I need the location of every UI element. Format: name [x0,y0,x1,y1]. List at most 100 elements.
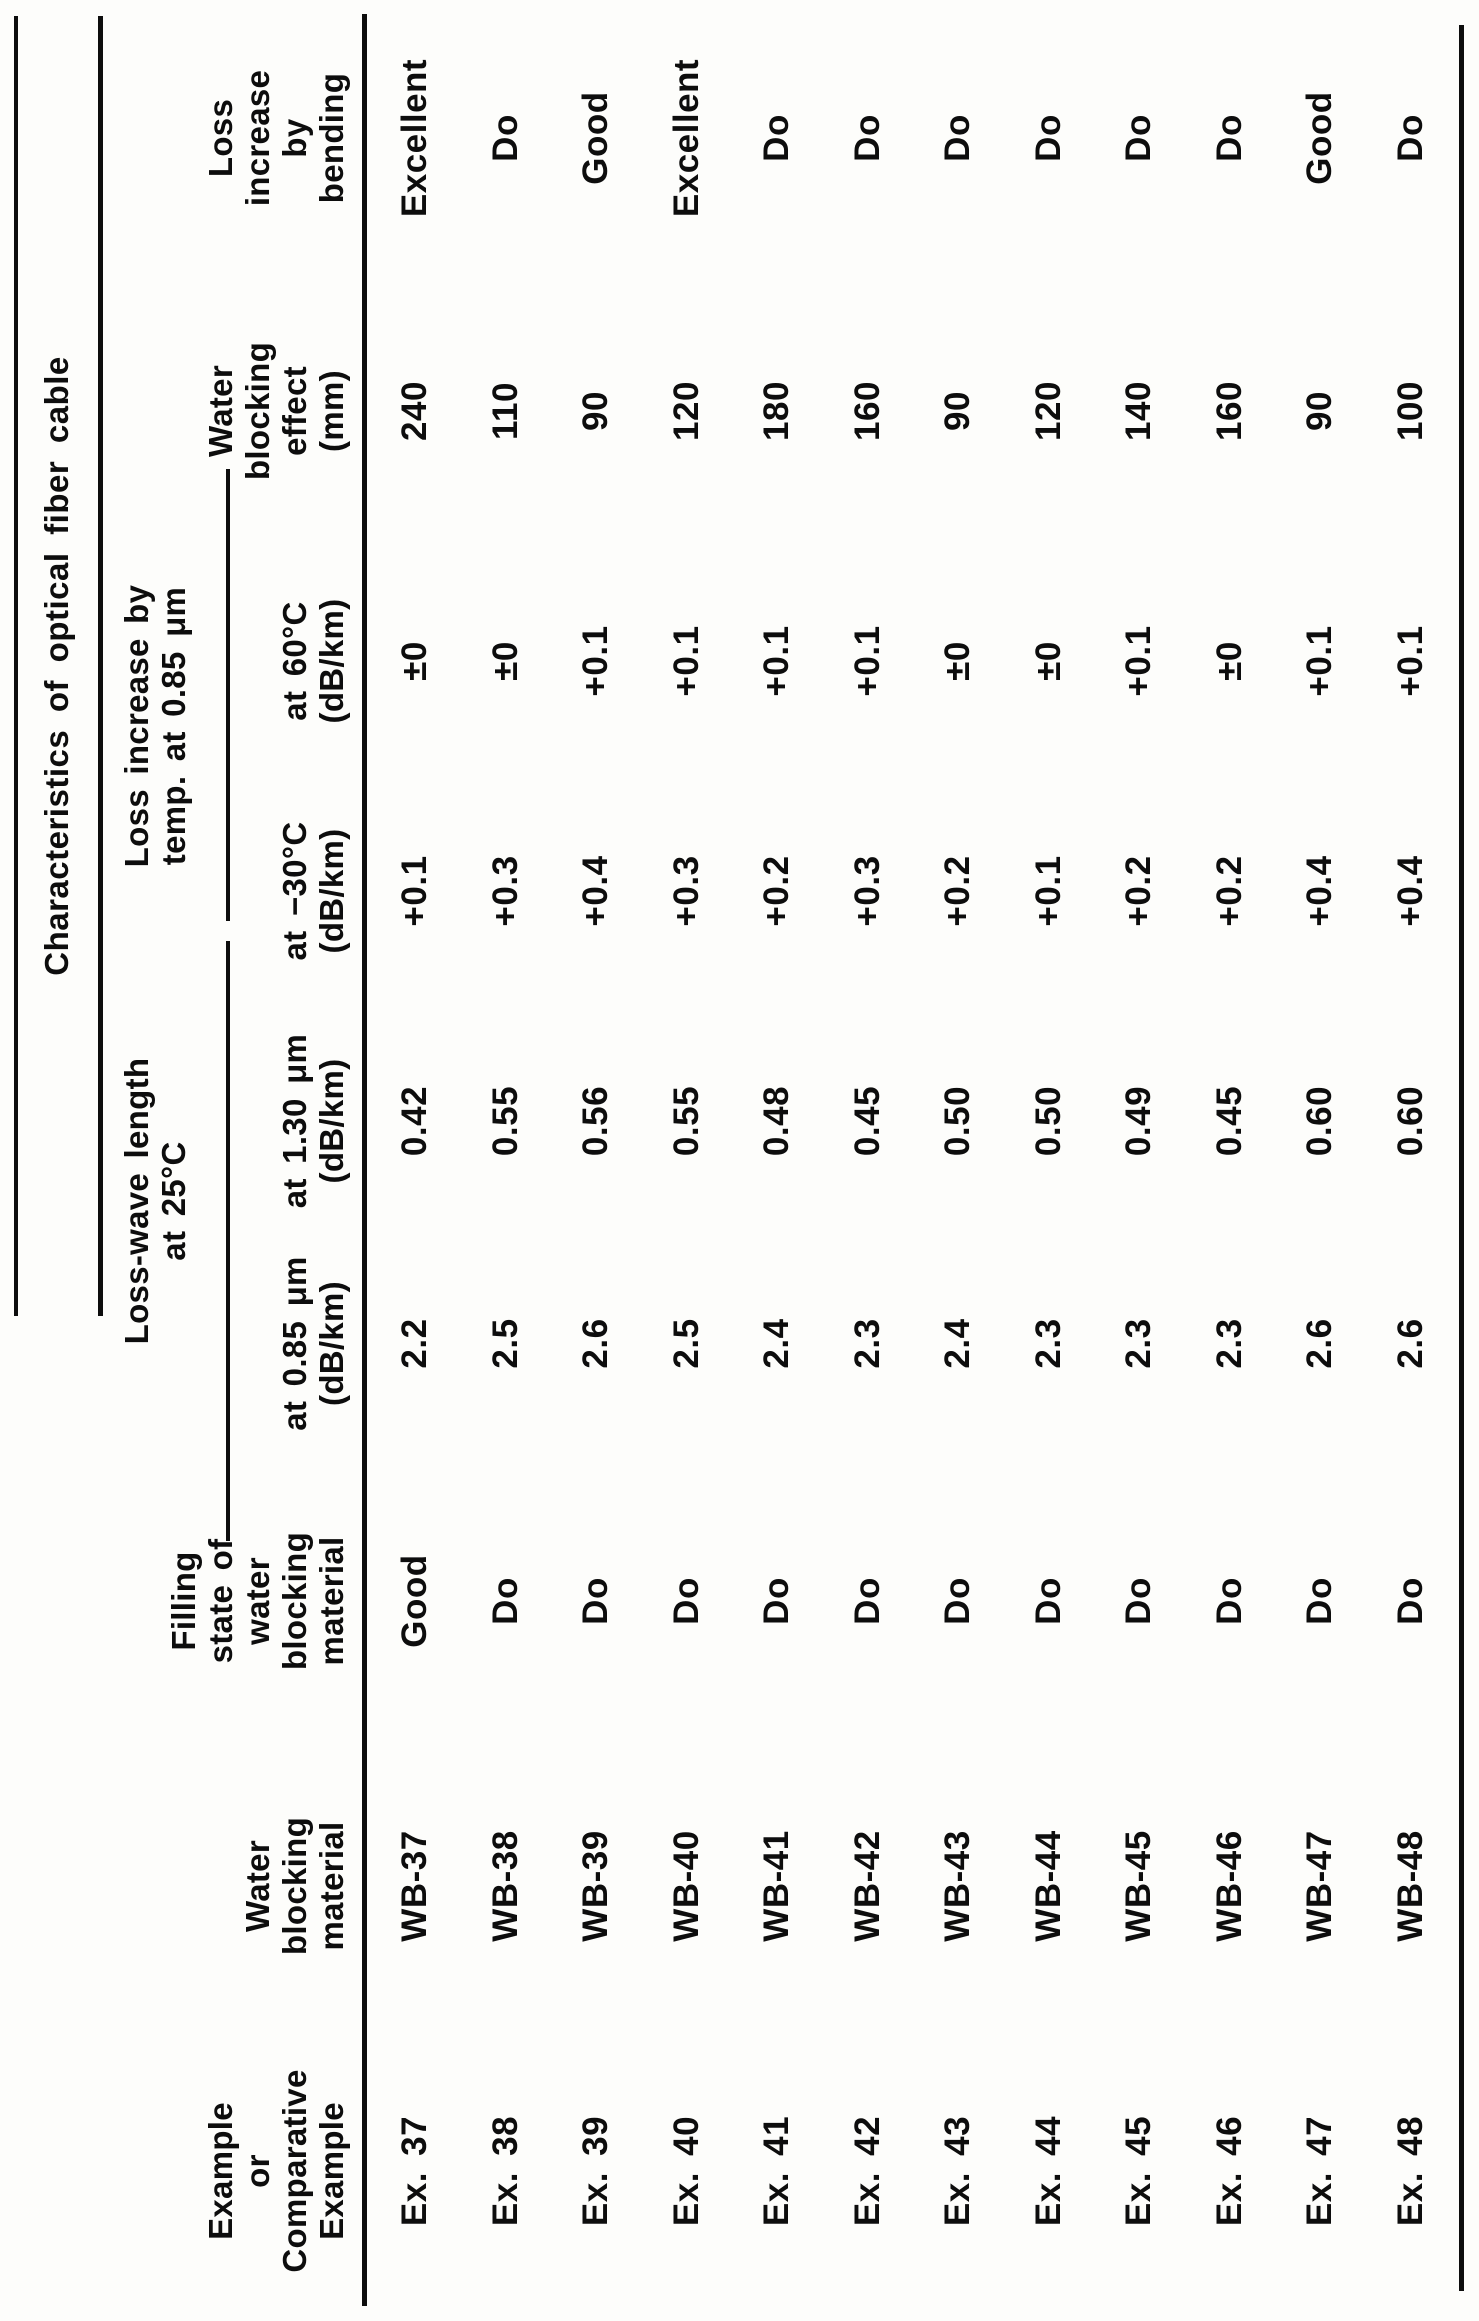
cell-temp-60: +0.1 [757,625,797,697]
cell-loss-085: 2.2 [395,1318,435,1369]
header-line: effect [276,366,313,456]
cell-loss-130: 0.50 [1028,1085,1068,1157]
cell-loss-085: 2.6 [576,1318,616,1369]
cell-wb-effect: 110 [485,382,525,440]
cell-loss-085: 2.5 [666,1318,706,1369]
cell-temp-60: ±0 [1209,641,1249,681]
header-line: by [276,118,313,158]
cell-loss-130: 0.42 [395,1085,435,1157]
cell-temp-60: +0.1 [1300,625,1340,697]
header-line: (dB/km) [313,1058,350,1184]
header-line: Comparative [276,2069,313,2273]
header-line: Filling [165,1551,202,1651]
header-line: or [239,2154,276,2188]
cell-filling: Do [938,1577,978,1625]
header-line: at 60°C [276,601,313,721]
header-line: bending [313,72,350,204]
cell-temp-60: ±0 [485,641,525,681]
header-line: water [239,1557,276,1645]
cell-loss-130: 0.45 [1209,1085,1249,1157]
cell-temp-60: +0.1 [666,625,706,697]
cell-wb-material: WB-39 [576,1830,616,1942]
cell-bending: Good [576,91,616,185]
table-row: Ex. 39 WB-39 Do 2.6 0.56 +0.4 +0.1 90 Go… [551,0,642,2321]
cell-loss-085: 2.3 [1119,1318,1159,1369]
cell-wb-material: WB-43 [938,1830,978,1942]
header-line: (dB/km) [313,828,350,954]
cell-loss-085: 2.3 [1209,1318,1249,1369]
cell-temp-m30: +0.3 [847,855,887,927]
header-line: blocking [276,1816,313,1956]
cell-wb-effect: 120 [1028,381,1068,441]
cell-example: Ex. 40 [666,2115,706,2227]
header-line: blocking [239,341,276,481]
cell-wb-effect: 240 [395,381,435,441]
cell-example: Ex. 47 [1300,2115,1340,2227]
header-line: Water [202,365,239,457]
cell-temp-m30: +0.4 [1300,855,1340,927]
cell-filling: Do [847,1577,887,1625]
cell-wb-effect: 160 [1209,381,1249,441]
header-line: blocking [276,1531,313,1671]
cell-loss-085: 2.4 [757,1318,797,1369]
cell-wb-effect: 90 [938,391,978,431]
table-row: Ex. 48 WB-48 Do 2.6 0.60 +0.4 +0.1 100 D… [1366,0,1457,2321]
cell-filling: Do [666,1577,706,1625]
header-line: material [313,1821,350,1951]
table-row: Ex. 44 WB-44 Do 2.3 0.50 +0.1 ±0 120 Do [1004,0,1095,2321]
cell-example: Ex. 45 [1119,2115,1159,2227]
cell-temp-60: +0.1 [847,625,887,697]
cell-bending: Do [847,114,887,162]
cell-loss-130: 0.50 [938,1085,978,1157]
cell-wb-effect: 90 [576,391,616,431]
cell-wb-material: WB-41 [757,1830,797,1942]
table-row: Ex. 46 WB-46 Do 2.3 0.45 +0.2 ±0 160 Do [1185,0,1276,2321]
cell-filling: Do [1390,1577,1430,1625]
cell-filling: Do [757,1577,797,1625]
header-line: at 0.85 μm [276,1256,313,1431]
cell-temp-60: ±0 [1028,641,1068,681]
cell-example: Ex. 38 [485,2115,525,2227]
cell-example: Ex. 44 [1028,2115,1068,2227]
cell-bending: Do [485,114,525,162]
cell-filling: Do [1300,1577,1340,1625]
cell-temp-m30: +0.3 [485,855,525,927]
cell-wb-material: WB-48 [1390,1830,1430,1942]
table-row: Ex. 47 WB-47 Do 2.6 0.60 +0.4 +0.1 90 Go… [1275,0,1366,2321]
header-line: at 1.30 μm [276,1033,313,1209]
cell-wb-effect: 140 [1119,381,1159,441]
table-row: Ex. 43 WB-43 Do 2.4 0.50 +0.2 ±0 90 Do [913,0,1004,2321]
cell-bending: Do [1390,114,1430,162]
cell-filling: Good [395,1554,435,1648]
header-line: increase [239,69,276,207]
cell-example: Ex. 41 [757,2115,797,2227]
header-line: state of [202,1538,239,1664]
table-row: Ex. 38 WB-38 Do 2.5 0.55 +0.3 ±0 110 Do [461,0,552,2321]
cell-loss-130: 0.60 [1390,1085,1430,1157]
cell-wb-effect: 100 [1390,381,1430,441]
cell-bending: Do [757,114,797,162]
cell-wb-material: WB-42 [847,1830,887,1942]
cell-temp-60: ±0 [395,641,435,681]
header-line: Example [313,2102,350,2240]
cell-wb-effect: 90 [1300,391,1340,431]
cell-bending: Good [1300,91,1340,185]
cell-filling: Do [576,1577,616,1625]
column-header-loss-increase-bending: Loss increase by bending [202,0,360,276]
cell-example: Ex. 42 [847,2115,887,2227]
cell-bending: Excellent [666,58,706,218]
table-body: Ex. 37 WB-37 Good 2.2 0.42 +0.1 ±0 240 E… [370,0,1456,2321]
column-header-loss-130: at 1.30 μm (dB/km) [276,1006,360,1236]
cell-temp-m30: +0.1 [1028,855,1068,927]
header-line: Loss [202,98,239,178]
cell-loss-085: 2.6 [1390,1318,1430,1369]
cell-example: Ex. 37 [395,2115,435,2227]
cell-temp-m30: +0.2 [1209,855,1249,927]
cell-loss-130: 0.55 [666,1085,706,1157]
table-row: Ex. 40 WB-40 Do 2.5 0.55 +0.3 +0.1 120 E… [642,0,733,2321]
cell-filling: Do [1209,1577,1249,1625]
table-row: Ex. 41 WB-41 Do 2.4 0.48 +0.2 +0.1 180 D… [732,0,823,2321]
header-line: (mm) [313,370,350,452]
